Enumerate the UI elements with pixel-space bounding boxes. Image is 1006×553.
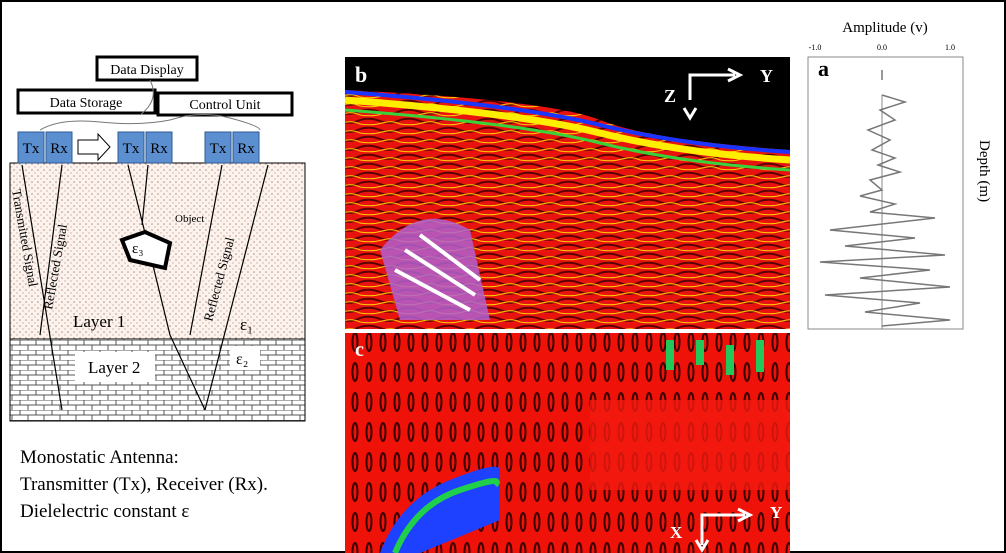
label: Data Storage [50, 96, 123, 111]
tick-label: 1.0 [945, 43, 955, 52]
antenna-label: Tx [210, 141, 227, 157]
axis-title: Amplitude (v) [842, 20, 927, 36]
antenna-label: Rx [150, 141, 168, 157]
layer-2 [10, 339, 305, 421]
label: Control Unit [189, 98, 260, 113]
antenna-label: Tx [23, 141, 40, 157]
antenna-label: Rx [237, 141, 255, 157]
label: ε₁ [240, 315, 253, 334]
label: Layer 1 [73, 312, 125, 331]
move-arrow [78, 134, 110, 160]
axis-label: Y [760, 66, 773, 86]
label: Data Display [110, 63, 183, 78]
tick-label: 0.0 [877, 43, 887, 52]
axis-label: Z [664, 86, 676, 106]
figure: Data Display Data Storage Control Unit T… [0, 0, 1006, 553]
legend-text: Monostatic Antenna: [20, 447, 179, 468]
axis-label: Y [770, 503, 782, 522]
panel-label: c [355, 339, 364, 361]
panel-label: b [355, 62, 367, 87]
legend-text: Transmitter (Tx), Receiver (Rx). [20, 474, 268, 495]
antenna-label: Rx [50, 141, 68, 157]
legend-text: Dielelectric constant ε [20, 501, 189, 522]
axis-label: X [670, 523, 683, 542]
antennas: Tx Rx Tx Rx Tx Rx [18, 132, 259, 163]
label: ε₂ [236, 351, 248, 368]
tick-label: -1.0 [809, 43, 822, 52]
zone [590, 400, 790, 490]
label: Layer 2 [88, 358, 140, 377]
panel-label: a [818, 56, 829, 81]
label: ε₃ [132, 241, 144, 257]
axis-title: Depth (m) [976, 140, 992, 202]
antenna-label: Tx [123, 141, 140, 157]
label: Object [175, 213, 204, 225]
